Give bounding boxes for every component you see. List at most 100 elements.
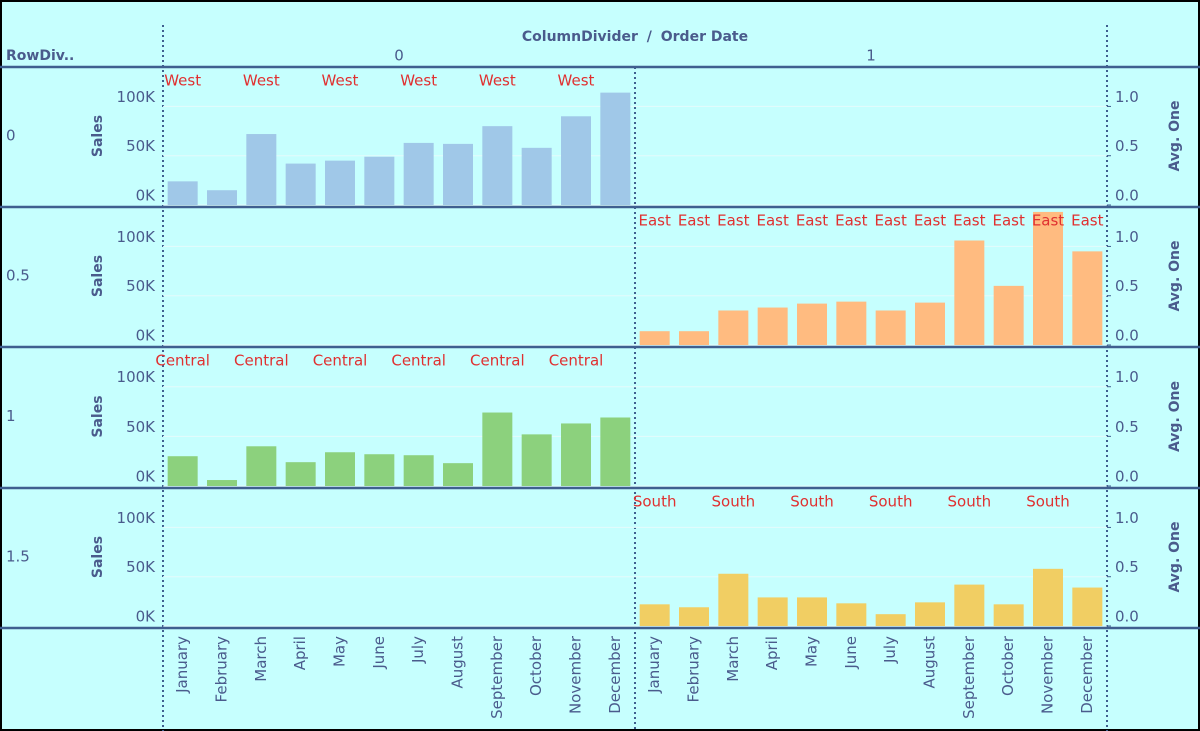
y-axis-title: Sales bbox=[90, 395, 106, 437]
x-tick-label: October bbox=[527, 635, 545, 696]
mark-label: South bbox=[790, 493, 834, 511]
bar bbox=[600, 417, 631, 486]
x-tick-label: March bbox=[252, 636, 270, 682]
row-label: 1 bbox=[6, 407, 16, 425]
y-tick-label: 50K bbox=[126, 558, 156, 576]
bar bbox=[285, 462, 316, 486]
x-tick-label: March bbox=[724, 636, 742, 682]
mark-label: East bbox=[914, 212, 946, 230]
bar bbox=[836, 603, 867, 626]
mark-label: Central bbox=[155, 352, 210, 370]
y2-tick-label: 0.5 bbox=[1115, 277, 1139, 295]
mark-label: East bbox=[1032, 212, 1064, 230]
y-tick-label: 50K bbox=[126, 277, 156, 295]
mark-label: West bbox=[400, 72, 437, 90]
row-label: 0.5 bbox=[6, 267, 30, 285]
mark-label: Central bbox=[470, 352, 525, 370]
mark-label: East bbox=[953, 212, 985, 230]
mark-label: Central bbox=[313, 352, 368, 370]
mark-label: East bbox=[756, 212, 788, 230]
bar bbox=[482, 412, 513, 486]
bar bbox=[1072, 587, 1103, 626]
bar bbox=[246, 446, 277, 486]
bar bbox=[639, 604, 670, 626]
bar bbox=[325, 452, 355, 486]
bar bbox=[561, 423, 591, 486]
y2-tick-label: 0.5 bbox=[1115, 558, 1139, 576]
y2-tick-label: 0.0 bbox=[1115, 468, 1139, 486]
y-tick-label: 100K bbox=[117, 368, 157, 386]
column-field: Order Date bbox=[661, 29, 748, 45]
mark-label: East bbox=[717, 212, 749, 230]
column-label: 1 bbox=[866, 47, 876, 65]
y2-tick-label: 0.0 bbox=[1115, 608, 1139, 626]
bar bbox=[797, 597, 827, 626]
y-axis-title: Sales bbox=[90, 255, 106, 297]
bar bbox=[993, 604, 1024, 626]
column-header: ColumnDivider / Order Date bbox=[522, 29, 748, 45]
bar bbox=[1072, 251, 1103, 345]
y-axis-title: Sales bbox=[90, 536, 106, 578]
mark-label: West bbox=[164, 72, 201, 90]
bar bbox=[207, 190, 237, 205]
mark-label: East bbox=[796, 212, 828, 230]
row-label: 0 bbox=[6, 127, 16, 145]
y2-tick-label: 0.5 bbox=[1115, 137, 1139, 155]
row-header: RowDiv.. bbox=[6, 48, 74, 64]
y-axis-title: Sales bbox=[90, 115, 106, 157]
x-tick-label: January bbox=[645, 636, 663, 694]
x-tick-label: July bbox=[409, 636, 427, 664]
x-tick-label: August bbox=[921, 636, 939, 689]
mark-label: West bbox=[479, 72, 516, 90]
bar bbox=[1033, 568, 1063, 626]
mark-label: South bbox=[1026, 493, 1070, 511]
x-tick-label: September bbox=[488, 635, 506, 719]
separator: / bbox=[647, 29, 653, 45]
row-label: 1.5 bbox=[6, 548, 30, 566]
x-tick-label: December bbox=[1078, 635, 1096, 714]
bar bbox=[325, 160, 355, 205]
bar bbox=[1033, 211, 1063, 345]
y2-tick-label: 1.0 bbox=[1115, 509, 1139, 527]
y2-axis-title: Avg. One bbox=[1167, 381, 1183, 452]
bar bbox=[757, 307, 788, 345]
bar bbox=[954, 584, 985, 626]
bar bbox=[443, 463, 473, 486]
x-tick-label: April bbox=[763, 636, 781, 670]
y2-tick-label: 0.0 bbox=[1115, 327, 1139, 345]
bar bbox=[639, 331, 670, 345]
mark-label: South bbox=[633, 493, 677, 511]
x-tick-label: September bbox=[960, 635, 978, 719]
bar bbox=[521, 434, 552, 486]
bar bbox=[679, 331, 709, 345]
column-header-field: ColumnDivider bbox=[522, 29, 638, 45]
mark-label: Central bbox=[391, 352, 446, 370]
mark-label: Central bbox=[549, 352, 604, 370]
mark-label: Central bbox=[234, 352, 289, 370]
y-tick-label: 100K bbox=[117, 228, 157, 246]
y-tick-label: 0K bbox=[136, 327, 157, 345]
bar bbox=[600, 92, 631, 205]
bar bbox=[954, 240, 985, 345]
y-tick-label: 100K bbox=[117, 88, 157, 106]
bar bbox=[561, 116, 591, 205]
bar bbox=[875, 614, 906, 626]
x-tick-label: November bbox=[1039, 635, 1057, 714]
y-tick-label: 100K bbox=[117, 509, 157, 527]
x-tick-label: January bbox=[173, 636, 191, 694]
x-tick-label: December bbox=[606, 635, 624, 714]
y2-tick-label: 0.5 bbox=[1115, 418, 1139, 436]
mark-label: South bbox=[948, 493, 992, 511]
bar bbox=[993, 285, 1024, 345]
mark-label: West bbox=[243, 72, 280, 90]
y2-axis-title: Avg. One bbox=[1167, 521, 1183, 592]
x-tick-label: October bbox=[999, 635, 1017, 696]
bar bbox=[167, 456, 198, 486]
bar bbox=[167, 181, 198, 205]
y2-axis-title: Avg. One bbox=[1167, 240, 1183, 311]
y-tick-label: 50K bbox=[126, 418, 156, 436]
bar bbox=[207, 480, 237, 486]
x-tick-label: June bbox=[842, 636, 860, 670]
x-tick-label: June bbox=[370, 636, 388, 670]
